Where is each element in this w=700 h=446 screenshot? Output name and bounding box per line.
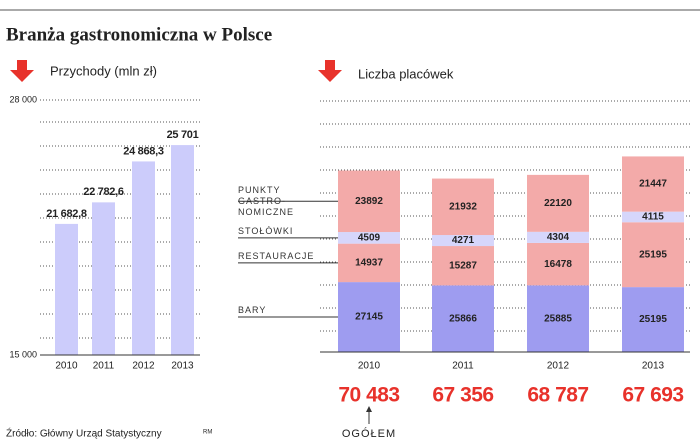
x-tick-label: 2012	[132, 361, 155, 372]
bar-segment	[432, 285, 494, 352]
bar-segment	[527, 231, 589, 243]
x-tick-label: 2013	[171, 361, 194, 372]
x-tick-label: 2012	[547, 361, 570, 372]
value-label: 16478	[544, 259, 572, 270]
bar-segment	[622, 222, 684, 288]
x-tick-label: 2010	[55, 361, 78, 372]
value-label: 25885	[544, 313, 572, 324]
value-label: 25866	[449, 313, 477, 324]
x-tick-label: 2013	[642, 361, 665, 372]
title: Branża gastronomiczna w Polsce	[6, 24, 272, 45]
arrow-icon	[10, 60, 34, 82]
value-label: 25195	[639, 314, 667, 325]
bar-segment	[527, 174, 589, 232]
value-label: 21 682,8	[46, 208, 87, 220]
value-label: 22 782,6	[83, 186, 124, 198]
value-label: 4115	[642, 212, 664, 223]
bar-segment	[622, 211, 684, 223]
credit: RM	[203, 430, 212, 436]
chart-title: Przychody (mln zł)	[50, 63, 157, 78]
value-label: 4509	[358, 232, 381, 243]
value-label: 4271	[452, 235, 475, 246]
bar	[55, 223, 78, 355]
value-label: 23892	[355, 196, 383, 207]
total-label: 67 356	[432, 384, 493, 407]
bar-segment	[338, 170, 400, 233]
bar-segment	[527, 242, 589, 286]
bar-segment	[432, 235, 494, 247]
legend-label: STOŁÓWKI	[238, 225, 294, 236]
value-label: 27145	[355, 312, 383, 323]
bar-segment	[338, 232, 400, 244]
legend-label: PUNKTY GASTRO-NOMICZNE	[238, 184, 294, 217]
bar-segment	[622, 156, 684, 212]
legend-item: RESTAURACJE	[238, 250, 315, 261]
bar-segment	[432, 246, 494, 286]
pointer-head	[366, 406, 372, 412]
x-tick-label: 2011	[93, 361, 115, 372]
bar-segment	[338, 282, 400, 352]
legend-item: BARY	[238, 305, 267, 316]
bar	[132, 161, 155, 355]
x-tick-label: 2010	[358, 361, 381, 372]
bar-segment	[527, 285, 589, 352]
x-tick-label: 2011	[452, 361, 474, 372]
bar-segment	[622, 287, 684, 352]
legend-label: RESTAURACJE	[238, 250, 315, 261]
value-label: 4304	[547, 232, 570, 243]
value-label: 14937	[355, 258, 383, 269]
total-label: 68 787	[527, 384, 588, 407]
value-label: 25 701	[167, 129, 199, 141]
y-tick-label: 15 000	[9, 349, 37, 359]
total-label: 70 483	[338, 384, 399, 407]
legend-label: BARY	[238, 305, 267, 316]
legend-item: PUNKTY GASTRO-NOMICZNE	[238, 184, 294, 217]
bar-segment	[338, 243, 400, 283]
bar	[92, 202, 115, 355]
value-label: 22120	[544, 198, 572, 209]
total-name: OGÓŁEM	[342, 427, 396, 440]
value-label: 21932	[449, 201, 477, 212]
y-tick-label: 28 000	[9, 94, 37, 104]
value-label: 25195	[639, 249, 667, 260]
bar-segment	[432, 178, 494, 236]
bar	[171, 145, 194, 355]
total-label: 67 693	[622, 384, 683, 407]
arrow-icon	[318, 60, 342, 82]
value-label: 24 868,3	[123, 145, 164, 157]
source: Źródło: Główny Urząd Statystyczny	[6, 427, 162, 440]
chart-title: Liczba placówek	[358, 66, 454, 81]
value-label: 15287	[449, 260, 477, 271]
legend-item: STOŁÓWKI	[238, 225, 294, 236]
value-label: 21447	[639, 179, 667, 190]
